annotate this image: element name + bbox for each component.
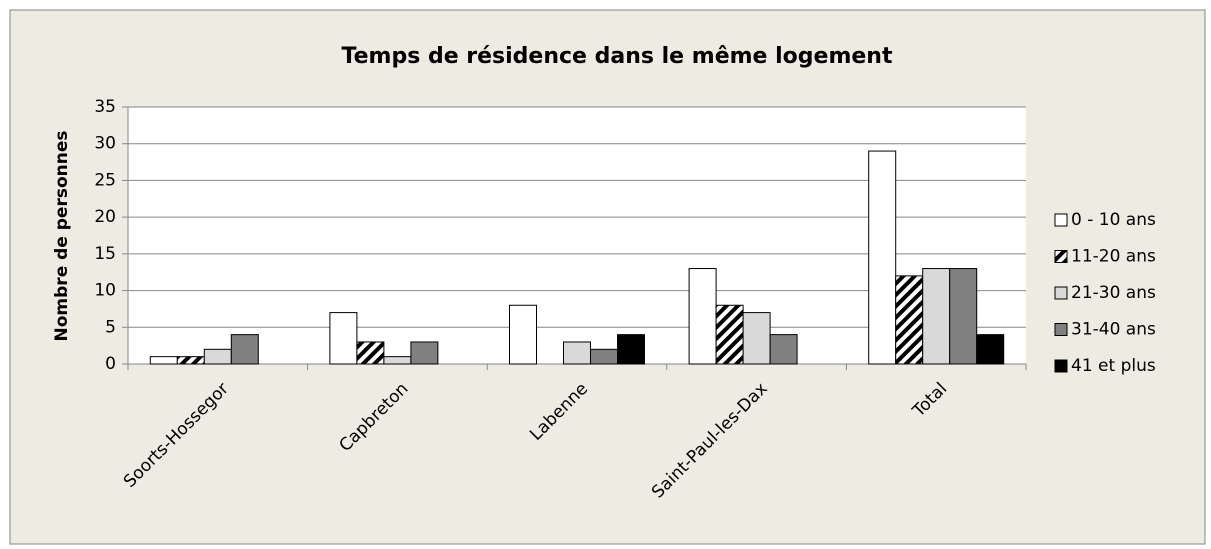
y-tick-label: 0 — [105, 354, 116, 374]
bar — [769, 334, 798, 365]
bar — [230, 334, 259, 365]
bar — [509, 304, 537, 365]
bar — [176, 356, 205, 365]
bar — [410, 341, 439, 365]
legend-swatch — [1054, 359, 1068, 373]
y-tick-label: 35 — [94, 97, 116, 117]
bar — [383, 356, 412, 365]
legend-label: 21-30 ans — [1071, 283, 1156, 303]
legend-label: 41 et plus — [1071, 356, 1156, 376]
legend-swatch — [1054, 323, 1068, 336]
legend-label: 0 - 10 ans — [1071, 210, 1156, 230]
y-tick-label: 30 — [94, 134, 116, 154]
bar — [617, 334, 645, 365]
bar — [688, 268, 717, 365]
bar — [329, 312, 358, 365]
legend-swatch — [1054, 250, 1068, 263]
bar — [590, 348, 618, 365]
bar — [149, 356, 178, 365]
bar — [976, 334, 1005, 365]
legend-swatch — [1054, 213, 1068, 227]
y-tick-label: 20 — [94, 207, 116, 227]
bar — [203, 348, 232, 365]
bar — [356, 341, 385, 365]
y-tick-label: 10 — [94, 281, 116, 301]
bar — [715, 304, 744, 365]
bar — [895, 275, 924, 365]
legend-swatch — [1054, 286, 1068, 300]
legend-label: 31-40 ans — [1071, 320, 1156, 340]
bar — [742, 312, 771, 365]
bar — [949, 268, 978, 365]
bar — [563, 341, 591, 365]
y-tick-label: 5 — [105, 317, 116, 337]
bar — [868, 150, 897, 365]
y-axis-label: Nombre de personnes — [52, 131, 72, 342]
y-tick-label: 25 — [94, 170, 116, 190]
bar — [922, 268, 951, 365]
y-tick-label: 15 — [94, 244, 116, 264]
chart-title: Temps de résidence dans le même logement — [342, 44, 893, 69]
legend-label: 11-20 ans — [1071, 247, 1156, 267]
